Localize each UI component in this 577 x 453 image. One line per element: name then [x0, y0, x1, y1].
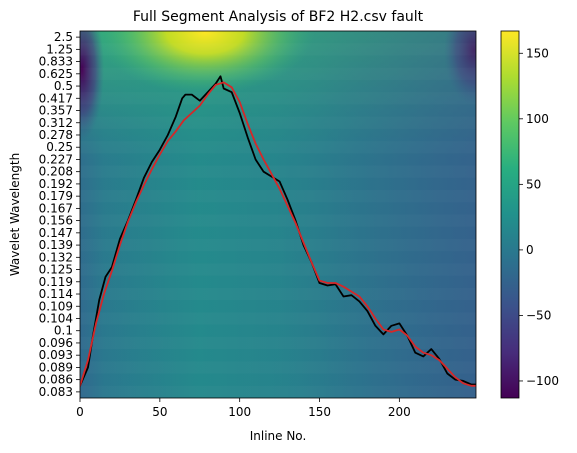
y-tick-label: 0.156 [39, 214, 73, 228]
y-tick-label: 0.312 [39, 116, 73, 130]
heatmap-row-stripes [80, 43, 476, 398]
colorbar-ticks: 150 100 50 0 −50 −100 [519, 46, 559, 388]
heatmap-row-band [80, 239, 476, 251]
heatmap-hot-spot [95, 31, 315, 94]
heatmap-row-band [80, 166, 476, 178]
plot-frame [79, 30, 477, 399]
y-tick-label: 0.147 [39, 226, 73, 240]
heatmap-right-shade [80, 31, 476, 398]
colorbar-tick-label: 150 [526, 46, 549, 60]
heatmap-row-band [80, 141, 476, 153]
heatmap-image [80, 31, 476, 398]
x-tick-label: 150 [308, 405, 331, 419]
heatmap-row-band [80, 215, 476, 227]
x-axis-label: Inline No. [250, 429, 307, 443]
y-tick-label: 0.278 [39, 128, 73, 142]
x-tick-label: 50 [152, 405, 167, 419]
y-tick-label: 0.139 [39, 238, 73, 252]
y-tick-label: 0.083 [39, 385, 73, 399]
heatmap-row-band [80, 288, 476, 300]
y-axis: 2.51.250.8330.6250.50.4170.3570.3120.278… [39, 30, 80, 399]
colorbar-tick-label: −100 [526, 374, 559, 388]
x-tick-label: 200 [388, 405, 411, 419]
heatmap-cold-spot-left [80, 31, 104, 140]
heatmap-row-band [80, 386, 476, 398]
y-tick-label: 2.5 [54, 30, 73, 44]
y-tick-label: 0.417 [39, 91, 73, 105]
heatmap-row-band [80, 43, 476, 55]
heatmap-row-band [80, 312, 476, 324]
colorbar-tick-label: −50 [526, 308, 551, 322]
x-tick-label: 0 [76, 405, 84, 419]
chart-title: Full Segment Analysis of BF2 H2.csv faul… [133, 9, 424, 25]
x-tick-label: 100 [228, 405, 251, 419]
y-tick-label: 0.104 [39, 311, 73, 325]
y-tick-label: 0.227 [39, 152, 73, 166]
heatmap-row-band [80, 361, 476, 373]
heatmap-row-band [80, 92, 476, 104]
y-tick-label: 0.357 [39, 104, 73, 118]
y-tick-label: 0.096 [39, 336, 73, 350]
series-lines [80, 75, 476, 387]
heatmap-row-band [80, 117, 476, 129]
y-tick-label: 0.089 [39, 360, 73, 374]
y-tick-label: 0.167 [39, 201, 73, 215]
y-tick-label: 0.132 [39, 250, 73, 264]
y-tick-label: 0.833 [39, 55, 73, 69]
y-tick-label: 0.5 [54, 79, 73, 93]
y-tick-label: 0.109 [39, 299, 73, 313]
y-tick-label: 0.179 [39, 189, 73, 203]
y-tick-label: 0.114 [39, 287, 73, 301]
heatmap-row-band [80, 263, 476, 275]
series-line-red [80, 81, 476, 387]
y-tick-label: 0.192 [39, 177, 73, 191]
y-tick-label: 0.119 [39, 275, 73, 289]
y-tick-label: 1.25 [46, 42, 73, 56]
colorbar-tick-label: 50 [526, 177, 541, 191]
y-tick-label: 0.208 [39, 165, 73, 179]
heatmap-row-band [80, 68, 476, 80]
y-tick-label: 0.086 [39, 373, 73, 387]
y-tick-label: 0.625 [39, 67, 73, 81]
heatmap-cold-spot-right [444, 31, 476, 105]
y-tick-label: 0.093 [39, 348, 73, 362]
colorbar-tick-label: 0 [526, 243, 534, 257]
x-axis: 0 50 100 150 200 [76, 398, 411, 419]
colorbar-tick-label: 100 [526, 112, 549, 126]
colorbar [500, 30, 520, 399]
y-tick-label: 0.1 [54, 324, 73, 338]
y-tick-label: 0.25 [46, 140, 73, 154]
y-axis-label: Wavelet Wavelength [8, 153, 22, 276]
y-tick-label: 0.125 [39, 263, 73, 277]
